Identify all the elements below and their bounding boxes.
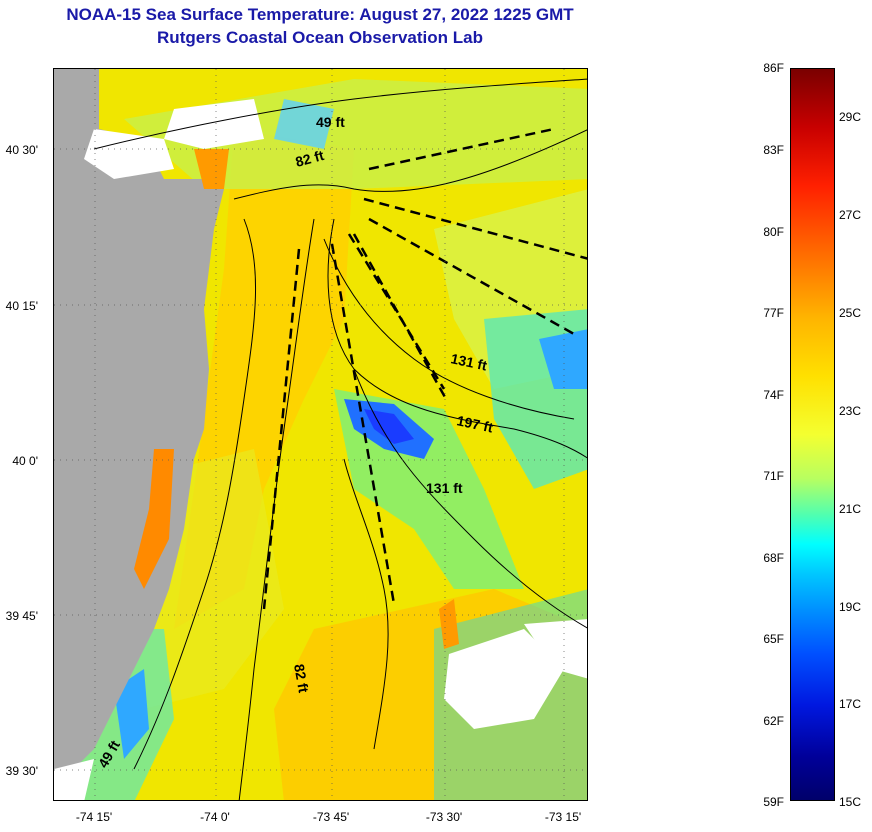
isobath-label-131ft-south: 131 ft (426, 480, 463, 496)
colorbar-c-21: 21C (839, 502, 862, 516)
colorbar-c-23: 23C (839, 404, 862, 418)
isobath-label-82ft-south: 82 ft (291, 663, 312, 694)
colorbar-c-27: 27C (839, 208, 862, 222)
colorbar-c-25: 25C (839, 306, 862, 320)
isobath-label-82ft-north: 82 ft (294, 147, 326, 170)
colorbar-f-74: 74F (763, 388, 784, 402)
sst-map: 49 ft 82 ft 131 ft 197 ft 131 ft 82 ft 4… (53, 68, 588, 801)
map-title: NOAA-15 Sea Surface Temperature: August … (66, 5, 574, 24)
colorbar-f-77: 77F (763, 306, 784, 320)
lat-label-39-30: 39 30' (5, 764, 38, 778)
colorbar-f-80: 80F (763, 225, 784, 239)
lat-label-40-15: 40 15' (5, 299, 38, 313)
colorbar-c-29: 29C (839, 110, 862, 124)
colorbar-f-68: 68F (763, 551, 784, 565)
lon-label-73-30: -73 30' (425, 810, 463, 824)
colorbar-c-19: 19C (839, 600, 862, 614)
lon-label-73-15: -73 15' (544, 810, 582, 824)
lon-label-74-15: -74 15' (75, 810, 113, 824)
isobath-label-131ft-east: 131 ft (449, 350, 488, 373)
colorbar-c-15: 15C (839, 795, 862, 809)
colorbar-f-71: 71F (763, 469, 784, 483)
lat-label-40-30: 40 30' (5, 143, 38, 157)
colorbar-f-83: 83F (763, 143, 784, 157)
lat-label-39-45: 39 45' (5, 609, 38, 623)
colorbar-f-59: 59F (763, 795, 784, 809)
lon-label-73-45: -73 45' (312, 810, 350, 824)
colorbar-c-17: 17C (839, 697, 862, 711)
colorbar-f-65: 65F (763, 632, 784, 646)
lat-label-40-0: 40 0' (12, 454, 38, 468)
colorbar-f-62: 62F (763, 714, 784, 728)
isobath-label-197ft: 197 ft (455, 412, 494, 435)
colorbar-f-86: 86F (763, 61, 784, 75)
lon-label-74-0: -74 0' (200, 810, 230, 824)
temperature-colorbar (790, 68, 835, 801)
map-subtitle: Rutgers Coastal Ocean Observation Lab (157, 28, 483, 47)
isobath-label-49ft-north: 49 ft (316, 114, 345, 130)
